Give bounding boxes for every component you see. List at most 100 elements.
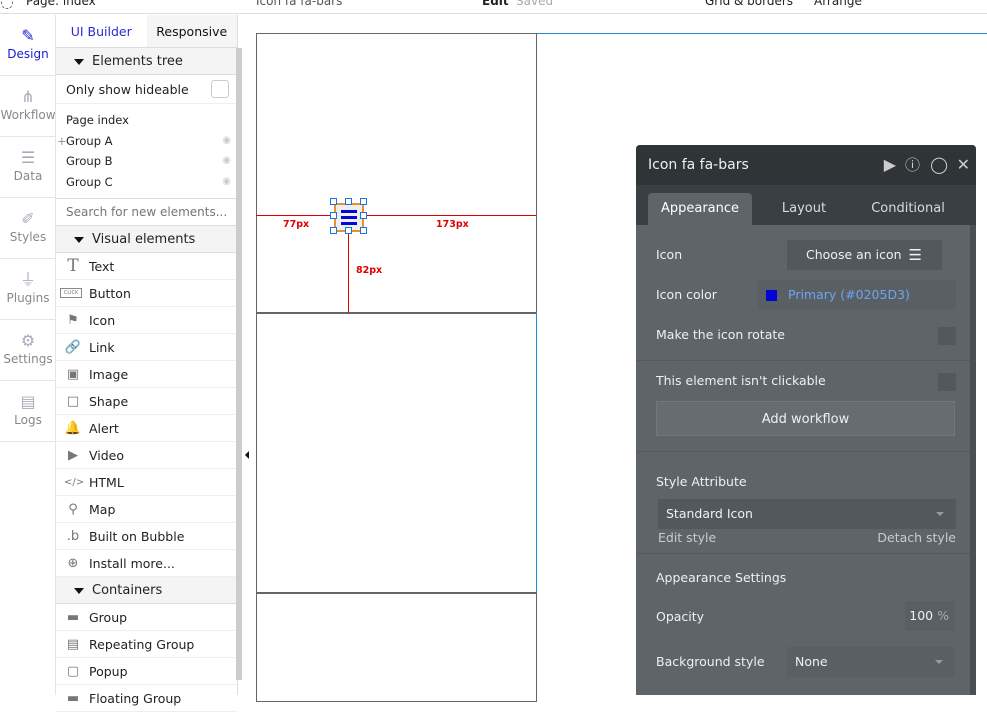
resize-handle[interactable] [360, 198, 367, 205]
eye-icon[interactable]: ◉ [222, 134, 231, 146]
tree-item-group-c[interactable]: Group C ◉ [66, 172, 237, 193]
close-icon[interactable]: ✕ [956, 155, 970, 174]
resize-handle[interactable] [330, 212, 337, 219]
visual-elements-header[interactable]: Visual elements [56, 226, 237, 253]
tab-ui-builder[interactable]: UI Builder [56, 15, 147, 47]
choose-icon-button[interactable]: Choose an icon ☰ [787, 240, 942, 270]
right-distance-label: 173px [436, 219, 469, 230]
not-clickable-checkbox[interactable] [938, 373, 956, 391]
containers-item[interactable]: ▤ Repeating Group [56, 631, 237, 658]
bars-icon-line [341, 222, 357, 225]
plug-icon: ⏚ [19, 270, 36, 289]
tree-item-group-b[interactable]: Group B ◉ [66, 151, 237, 172]
resize-handle[interactable] [345, 198, 352, 205]
detach-style-link[interactable]: Detach style [877, 530, 956, 545]
save-status: Saved [516, 0, 554, 8]
panel-scrollbar[interactable] [236, 48, 242, 680]
expand-icon[interactable]: + [57, 133, 67, 148]
color-swatch [766, 290, 777, 301]
resize-handle[interactable] [360, 227, 367, 234]
mode-label[interactable]: Edit [482, 0, 509, 8]
resize-handle[interactable] [360, 212, 367, 219]
grid-borders-button[interactable]: Grid & borders [705, 0, 794, 8]
nav-data[interactable]: ☰ Data [0, 137, 56, 198]
element-selector[interactable]: Icon fa fa-bars [256, 0, 343, 8]
group-a[interactable] [256, 33, 537, 314]
visual-item[interactable]: T Text [56, 253, 237, 280]
style-dropdown[interactable]: Standard Icon [658, 499, 956, 529]
built-on-bubble-icon: .b [66, 529, 80, 544]
search-elements-input[interactable] [56, 199, 236, 226]
install-more-icon: ⊕ [67, 556, 79, 571]
page-selector[interactable]: Page: index [26, 0, 96, 8]
tab-responsive[interactable]: Responsive [146, 15, 237, 47]
tab-conditional[interactable]: Conditional [871, 201, 945, 216]
eye-icon[interactable]: ◉ [222, 155, 231, 166]
containers-item[interactable]: ▢ Popup [56, 658, 237, 685]
visual-item[interactable]: ▣ Image [56, 361, 237, 388]
icon-color-picker[interactable]: Primary (#0205D3) [758, 280, 956, 310]
containers-item[interactable]: ▬ Floating Group [56, 685, 237, 712]
elements-tree-header[interactable]: Elements tree [56, 48, 237, 75]
visual-label: HTML [89, 475, 124, 490]
containers-header[interactable]: Containers [56, 577, 237, 604]
video-icon: ▶ [68, 448, 78, 463]
arrange-button[interactable]: Arrange [814, 0, 862, 8]
visual-item[interactable]: CLICK Button [56, 280, 237, 307]
group-b[interactable] [256, 312, 537, 594]
nav-label: Plugins [6, 291, 50, 305]
tree-item-page[interactable]: Page index [66, 113, 129, 127]
nav-plugins[interactable]: ⏚ Plugins [0, 259, 56, 320]
tree-item-group-a[interactable]: + Group A ◉ [57, 131, 237, 152]
group-c[interactable] [256, 592, 537, 702]
property-scrollbar[interactable] [970, 225, 976, 695]
resize-handle[interactable] [330, 227, 337, 234]
repeating-group-icon: ▤ [66, 637, 80, 652]
visual-item[interactable]: 🔗 Link [56, 334, 237, 361]
tab-appearance[interactable]: Appearance [648, 193, 752, 225]
visual-item[interactable]: □ Shape [56, 388, 237, 415]
visual-item[interactable]: 🔔 Alert [56, 415, 237, 442]
property-editor-header[interactable]: Icon fa fa-bars ▶ ⓘ ◯ ✕ [636, 145, 976, 185]
visual-item[interactable]: </> HTML [56, 469, 237, 496]
nav-styles[interactable]: ✐ Styles [0, 198, 56, 259]
background-style-dropdown[interactable]: None [787, 647, 955, 677]
edit-style-link[interactable]: Edit style [658, 530, 717, 545]
comment-icon[interactable]: ◯ [930, 155, 948, 174]
only-hideable-checkbox[interactable] [211, 80, 229, 98]
visual-label: Map [89, 502, 116, 517]
visual-item[interactable]: ⊕ Install more... [56, 550, 237, 577]
gear-icon: ⚙ [20, 331, 36, 350]
containers-label: Group [89, 610, 128, 625]
left-distance-label: 77px [283, 219, 310, 230]
tab-layout[interactable]: Layout [781, 201, 827, 216]
info-icon[interactable]: ⓘ [904, 156, 920, 174]
bars-icon: ☰ [908, 246, 922, 264]
resize-handle[interactable] [345, 227, 352, 234]
visual-item[interactable]: .b Built on Bubble [56, 523, 237, 550]
rotate-checkbox[interactable] [938, 327, 956, 345]
tree-label: Group A [66, 133, 113, 148]
background-style-label: Background style [656, 654, 765, 669]
opacity-input[interactable]: 100 % [905, 601, 955, 631]
bars-icon-line [341, 216, 357, 219]
nav-design[interactable]: ✎ Design [0, 15, 56, 76]
choose-icon-label: Choose an icon [806, 247, 902, 262]
visual-item[interactable]: ⚑ Icon [56, 307, 237, 334]
containers-label: Popup [89, 664, 128, 679]
visual-item[interactable]: ⚲ Map [56, 496, 237, 523]
nav-logs[interactable]: ▤ Logs [0, 381, 56, 442]
nav-workflow[interactable]: ⋔ Workflow [0, 76, 56, 137]
nav-settings[interactable]: ⚙ Settings [0, 320, 56, 381]
containers-item[interactable]: ▬ Group [56, 604, 237, 631]
add-workflow-button[interactable]: Add workflow [656, 401, 955, 436]
visual-label: Icon [89, 313, 116, 328]
shape-icon: □ [66, 394, 80, 409]
resize-handle[interactable] [330, 198, 337, 205]
icon-color-value: Primary (#0205D3) [788, 287, 910, 302]
horizontal-guide [256, 215, 536, 216]
collapse-panel-icon[interactable] [245, 451, 249, 459]
visual-item[interactable]: ▶ Video [56, 442, 237, 469]
eye-icon[interactable]: ◉ [222, 175, 231, 187]
preview-icon[interactable]: ▶ [883, 155, 896, 174]
